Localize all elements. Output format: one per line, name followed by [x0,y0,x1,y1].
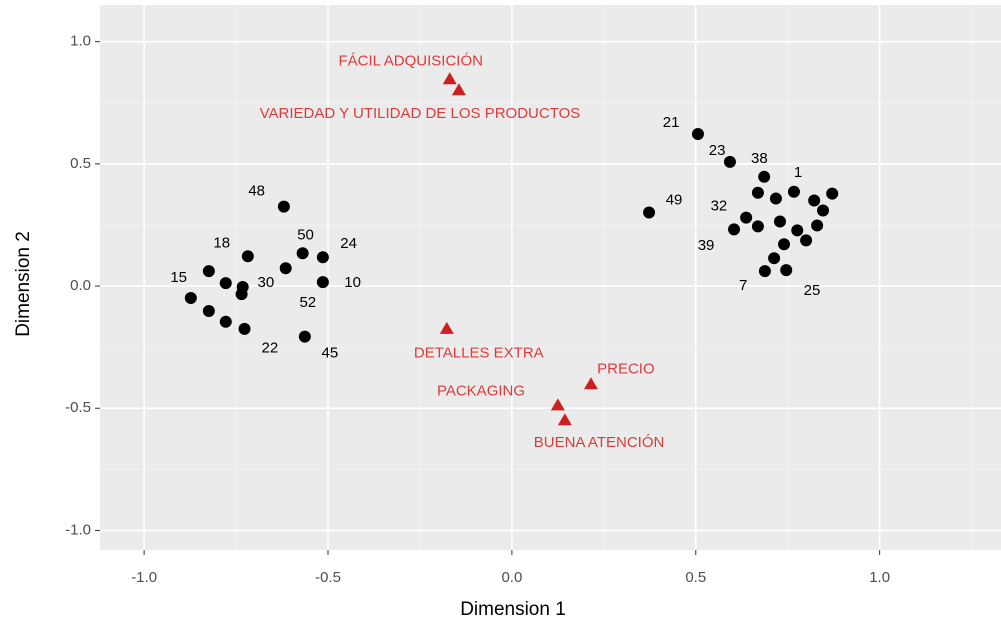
point [277,200,290,213]
point [202,265,215,278]
x-tick-label: 1.0 [869,569,890,586]
point [643,206,656,219]
point [778,238,791,251]
point [202,304,215,317]
point-label: 30 [258,274,275,291]
y-axis-label: Dimension 2 [13,231,34,337]
point [780,264,793,277]
triangle-point [442,72,457,85]
point [728,223,741,236]
point-label: 25 [804,282,821,299]
point-label: 15 [170,269,187,286]
point-label: 18 [213,234,230,251]
point-label: 49 [666,191,683,208]
point [298,330,311,343]
point-label: 22 [262,340,279,357]
x-tick-label: -1.0 [131,569,157,586]
point-label: 10 [344,274,361,291]
point [811,219,824,232]
point-label: 39 [698,237,715,254]
point-label: VARIEDAD Y UTILIDAD DE LOS PRODUCTOS [260,105,581,122]
x-tick-label: 0.0 [501,569,522,586]
point-label: DETALLES EXTRA [414,344,544,361]
point [740,211,753,224]
point [800,234,813,247]
y-tick-label: 0.0 [70,277,91,294]
point [296,247,309,260]
x-axis-label: Dimension 1 [460,599,566,620]
x-tick-label: -0.5 [315,569,341,586]
point [316,276,329,289]
point [241,250,254,263]
point-label: 38 [751,150,768,167]
point [769,192,782,205]
plot-panel [100,5,1001,550]
point [773,215,786,228]
point [808,194,821,207]
point [219,315,232,328]
point-label: 21 [663,114,680,131]
point [723,155,736,168]
point [219,277,232,290]
point-label: 45 [322,344,339,361]
point [826,187,839,200]
point-label: 52 [299,294,316,311]
point [768,252,781,265]
point-label: 1 [794,164,802,181]
triangle-point [583,377,598,390]
point [751,186,764,199]
triangle-point [550,398,565,411]
point-label: 23 [709,142,726,159]
y-tick-label: 1.0 [70,33,91,50]
point [316,251,329,264]
point-label: 7 [739,277,747,294]
point-label: 48 [248,183,265,200]
point [279,262,292,275]
point-label: FÁCIL ADQUISICIÓN [339,52,483,69]
point-label: PACKAGING [437,382,525,399]
point [787,185,800,198]
point-label: PRECIO [597,360,655,377]
point [758,265,771,278]
triangle-point [451,83,466,96]
point [184,292,197,305]
point [238,322,251,335]
point-label: 50 [297,226,314,243]
point [791,224,804,237]
triangle-point [439,321,454,334]
point [758,170,771,183]
point [235,288,248,301]
y-tick-label: 0.5 [70,155,91,172]
point [751,220,764,233]
point [817,204,830,217]
point-label: 32 [711,198,728,215]
y-tick-label: -0.5 [65,399,91,416]
y-tick-label: -1.0 [65,521,91,538]
point-label: BUENA ATENCIÓN [534,434,665,451]
triangle-point [557,413,572,426]
point-label: 24 [340,235,357,252]
x-tick-label: 0.5 [685,569,706,586]
point [691,128,704,141]
